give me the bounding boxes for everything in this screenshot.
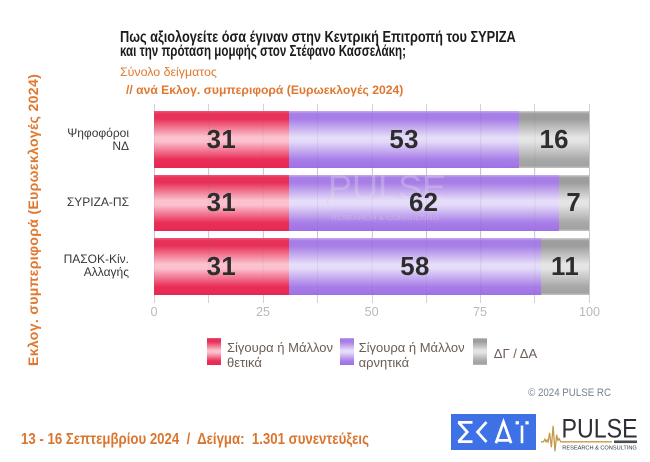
svg-text:RESEARCH & CONSULTING: RESEARCH & CONSULTING — [562, 446, 637, 452]
svg-text:PULSE: PULSE — [562, 414, 638, 444]
svg-text:RESEARCH & CONSULTING: RESEARCH & CONSULTING — [331, 215, 439, 222]
svg-text:PULSE: PULSE — [328, 172, 446, 207]
